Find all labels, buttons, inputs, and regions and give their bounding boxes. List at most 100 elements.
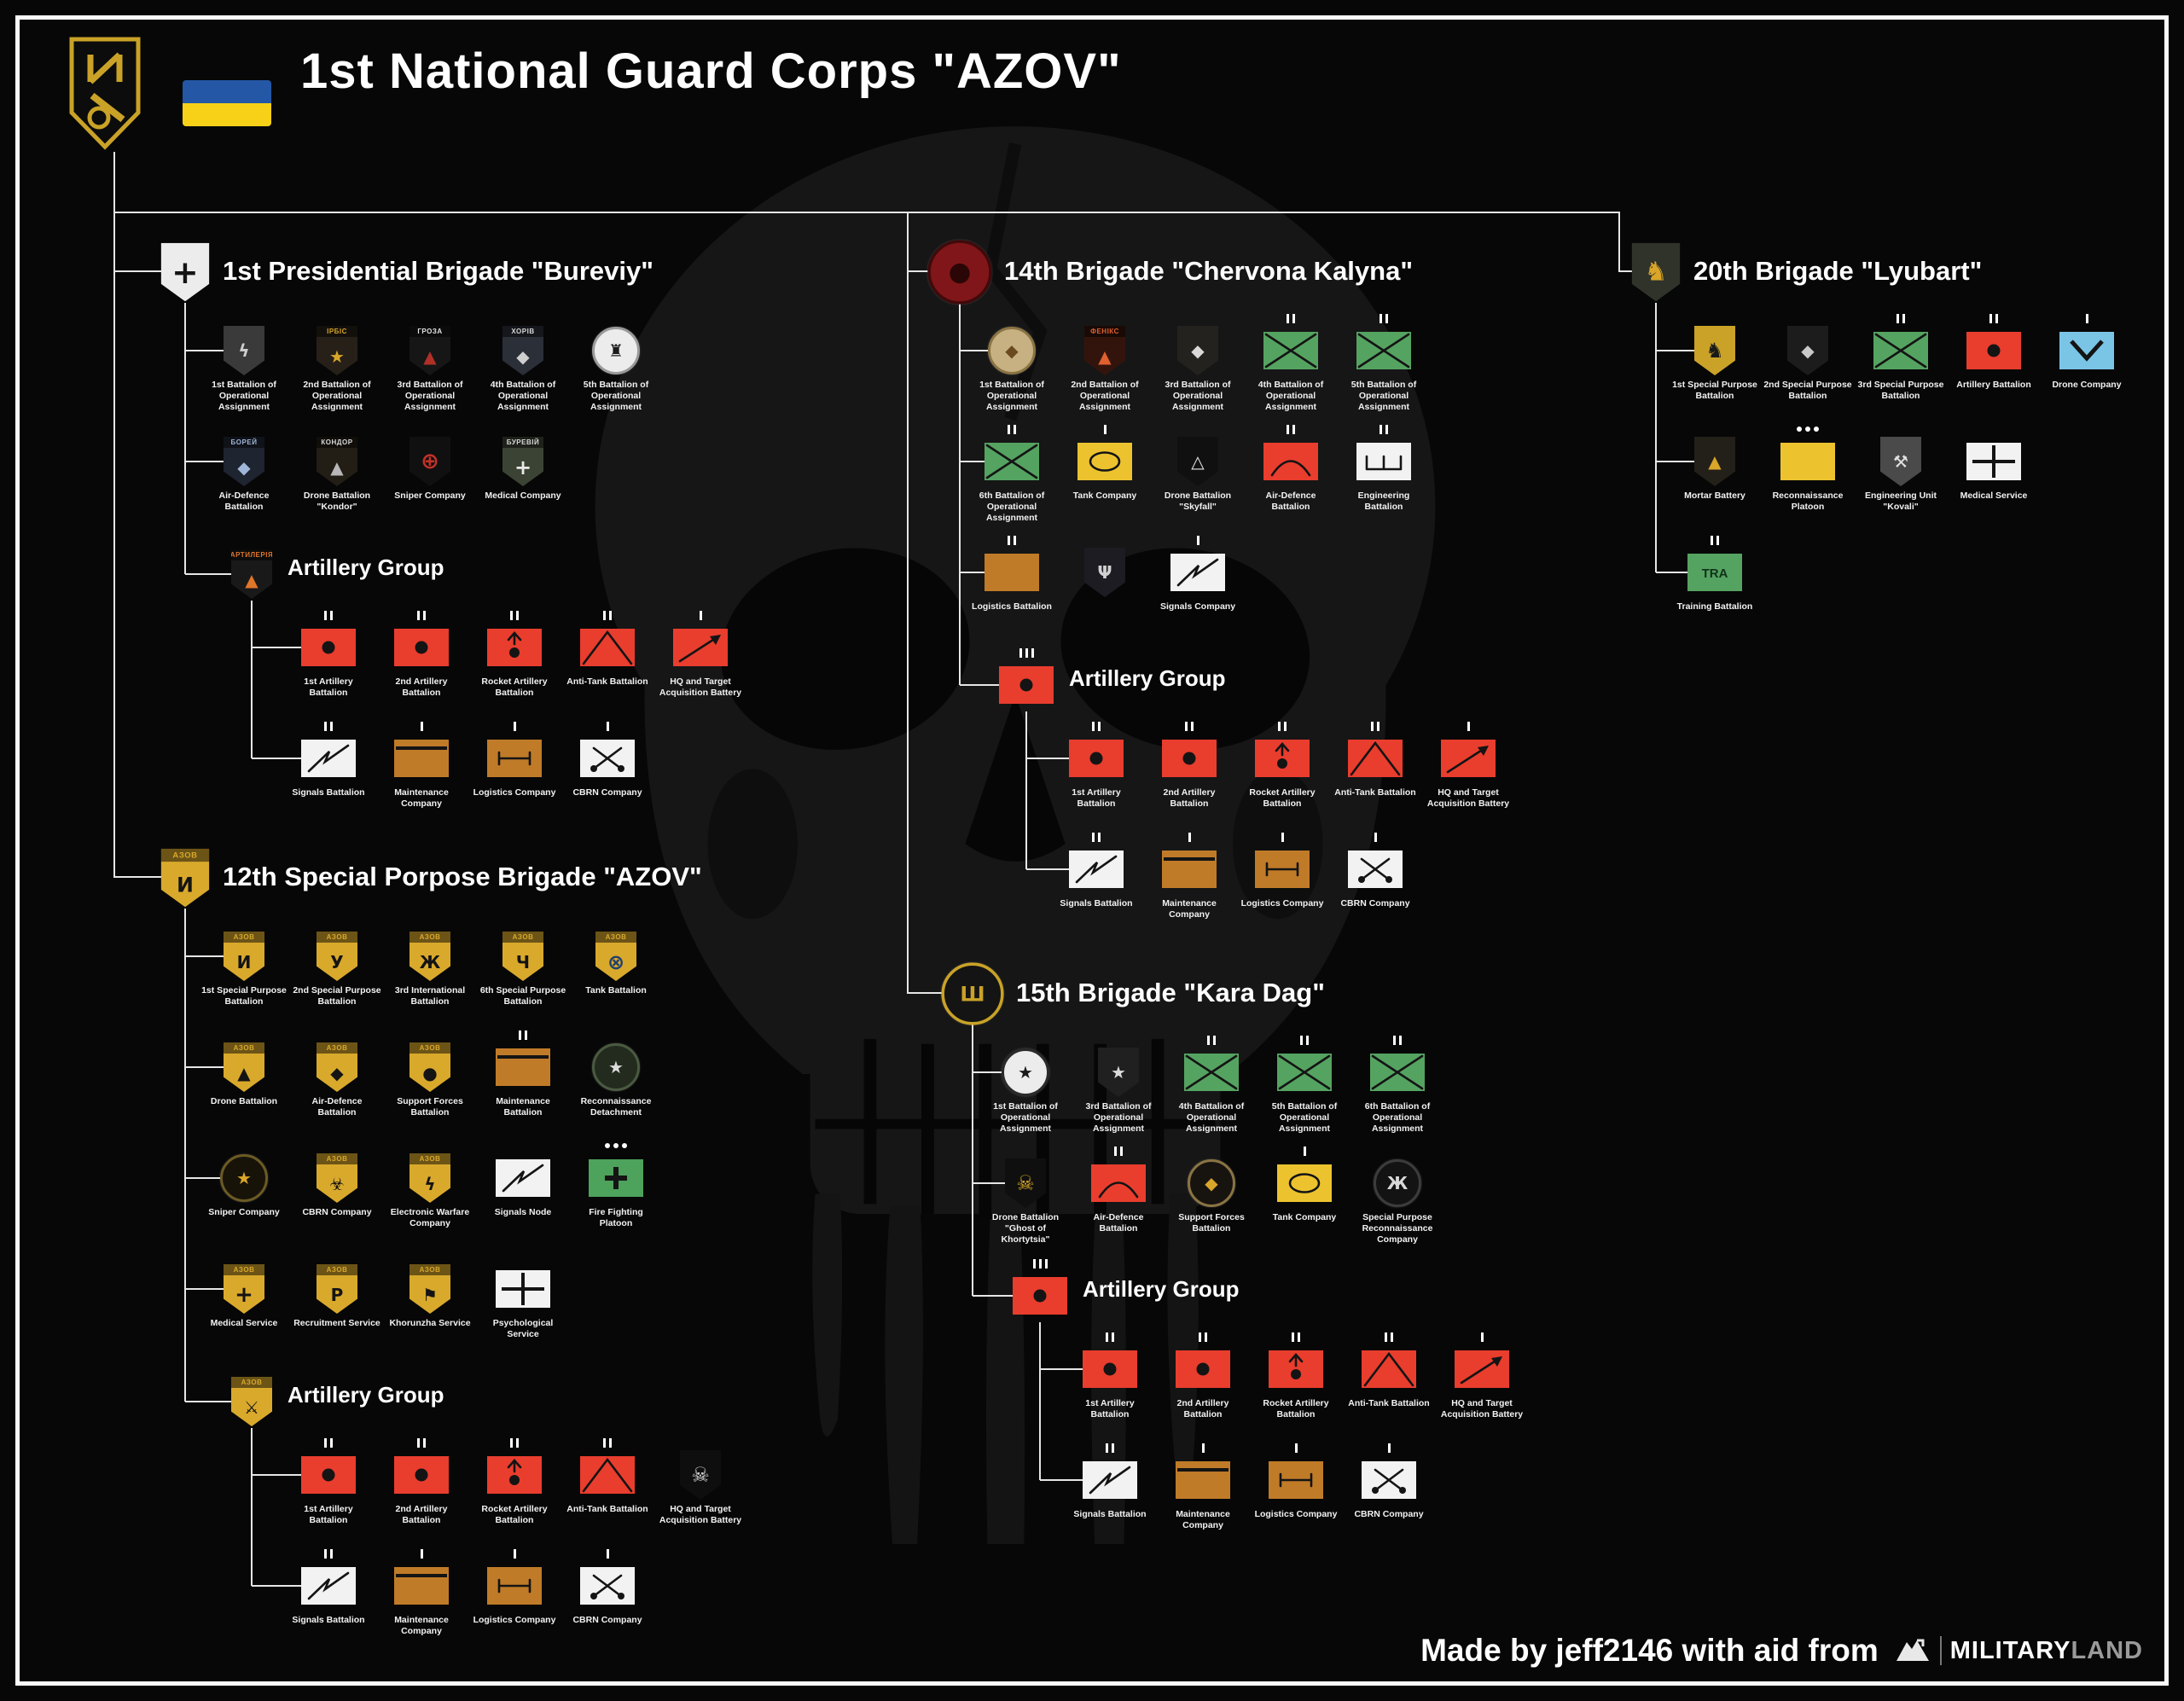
unit-anti-tank-battalion: Anti-Tank Battalion — [563, 609, 652, 710]
unit-hq-and-target-acquisition-battery: HQ and Target Acquisition Battery — [1424, 720, 1513, 821]
unit-label: CBRN Company — [572, 787, 642, 798]
patch-text: АЗОВ — [317, 1264, 357, 1275]
unit-label: Maintenance Company — [1176, 1509, 1230, 1530]
nato-rocket-artillery — [487, 1450, 542, 1500]
unit-1st-special-purpose-battalion: АЗОВ И 1st Special Purpose Battalion — [200, 918, 288, 1019]
echelon-mark — [417, 1437, 426, 1448]
unit-label: CBRN Company — [1340, 898, 1410, 909]
unit-electronic-warfare-company: АЗОВ ϟ Electronic Warfare Company — [386, 1140, 474, 1240]
brigade-header: ♞ 20th Brigade "Lyubart" — [1631, 241, 2131, 302]
unit-row: Signals Battalion Maintenance Company Logi… — [1066, 1442, 1526, 1542]
connector-line — [1026, 758, 1069, 759]
nato-artillery — [394, 623, 449, 672]
patch-text: АЗОВ — [502, 932, 543, 943]
patch-brigade-chervona: ● — [927, 240, 992, 305]
unit-row: Logistics Battalion Ψ Signals Company — [967, 534, 1513, 635]
unit-label: 1st Artillery Battalion — [1072, 787, 1121, 809]
unit-maintenance-company: Maintenance Company — [377, 1547, 466, 1648]
echelon-mark — [1387, 1442, 1391, 1454]
unit-label: 3rd Special Purpose Battalion — [1857, 380, 1944, 401]
patch-azov-tank: АЗОВ ⊗ — [595, 932, 636, 981]
unit-4th-battalion-of-operational-assignment: 4th Battalion of Operational Assignment — [1167, 1034, 1256, 1135]
connector-line — [960, 684, 999, 686]
patch-brigade-bureviy: + — [160, 242, 210, 302]
nato-infantry — [985, 437, 1039, 486]
connector-line — [960, 350, 988, 351]
nato-engineering — [1356, 437, 1411, 486]
patch-azov-air-defence: АЗОВ ◆ — [317, 1042, 357, 1092]
patch-azov-6th-sp: АЗОВ Ч — [502, 932, 543, 981]
unit-label: 2nd Artillery Battalion — [395, 1504, 448, 1525]
patch-3rd-bn-ck: ◆ — [1177, 326, 1218, 375]
patch-text: АЗОВ — [224, 1264, 264, 1275]
patch-text: ІРБІС — [317, 326, 357, 337]
nato-logistics-company — [487, 734, 542, 783]
unit-label: 3rd International Battalion — [394, 985, 466, 1007]
connector-line — [113, 212, 1620, 213]
unit-medical-company: БУРЕВІЙ + Medical Company — [479, 423, 567, 524]
connector-line — [185, 573, 231, 575]
connector-line — [251, 601, 253, 758]
unit-artillery-battalion: Artillery Battalion — [1949, 312, 2038, 413]
connector-line — [185, 1401, 231, 1402]
echelon-mark — [420, 720, 423, 732]
patch-text: АЗОВ — [410, 1153, 450, 1164]
unit-label: Training Battalion — [1676, 601, 1753, 612]
unit-1st-artillery-battalion: 1st Artillery Battalion — [1052, 720, 1141, 821]
echelon-mark — [1380, 423, 1388, 435]
echelon-mark — [1185, 720, 1194, 732]
unit-support-forces-battalion: ◆ Support Forces Battalion — [1167, 1145, 1256, 1245]
echelon-mark — [1008, 534, 1016, 546]
unit-label: Medical Company — [485, 491, 561, 501]
unit-1st-artillery-battalion: 1st Artillery Battalion — [284, 1437, 373, 1537]
unit-label: 1st Artillery Battalion — [304, 1504, 353, 1525]
nato-signals — [1170, 548, 1225, 597]
patch-text: АЗОВ — [410, 1264, 450, 1275]
echelon-mark — [603, 609, 612, 621]
unit-3rd-special-purpose-battalion: 3rd Special Purpose Battalion — [1856, 312, 1945, 413]
unit-medical-service: АЗОВ + Medical Service — [200, 1251, 288, 1351]
patch-3rd-bn-groza: ГРОЗА ▲ — [410, 326, 450, 375]
nato-anti-tank — [1348, 734, 1403, 783]
unit-support-forces-battalion: АЗОВ ● Support Forces Battalion — [386, 1029, 474, 1129]
unit-label: Drone Battalion "Ghost of Khortytsia" — [991, 1212, 1060, 1245]
nato-cbrn — [1348, 845, 1403, 894]
patch-support-karadag: ◆ — [1188, 1158, 1235, 1208]
patch-text: АЗОВ — [410, 932, 450, 943]
unit-label: Air-Defence Battalion — [1265, 491, 1316, 512]
patch-2nd-bn-feniks: ФЕНІКС ▲ — [1084, 326, 1125, 375]
unit-sniper-company: ⊕ Sniper Company — [386, 423, 474, 524]
unit-row: 1st Artillery Battalion 2nd Artillery Bat… — [1052, 720, 1513, 821]
unit-row: ☠ Drone Battalion "Ghost of Khortytsia" Ai… — [981, 1145, 1526, 1245]
brigade-bureviy: +1st Presidential Brigade "Bureviy" ϟ 1st … — [160, 241, 745, 821]
nato-logistics-battalion — [985, 548, 1039, 597]
connector-line — [184, 303, 186, 574]
patch-azov-cbrn: АЗОВ ☣ — [317, 1153, 357, 1203]
nato-artillery — [1083, 1344, 1137, 1394]
nato-artillery — [1069, 734, 1124, 783]
patch-text: ХОРІВ — [502, 326, 543, 337]
patch-air-defence-borei: БОРЕЙ ◆ — [224, 437, 264, 486]
nato-infantry — [1370, 1048, 1425, 1097]
artillery-group-header: АЗОВ ⚔ Artillery Group — [231, 1363, 745, 1426]
unit-psychological-service: Psychological Service — [479, 1251, 567, 1351]
echelon-mark — [1711, 534, 1719, 546]
patch-sniper-12: ★ — [220, 1153, 268, 1203]
connector-line — [252, 1474, 301, 1476]
unit-label: 2nd Artillery Battalion — [1163, 787, 1216, 809]
unit-label: 5th Battalion of Operational Assignment — [1350, 380, 1417, 412]
unit-4th-battalion-of-operational-assignment: 4th Battalion of Operational Assignment — [1246, 312, 1335, 413]
patch-brigade-azov: АЗОВ И — [160, 848, 210, 908]
unit-logistics-company: Logistics Company — [1252, 1442, 1340, 1542]
credit-text: Made by jeff2146 with aid from — [1420, 1633, 1879, 1668]
patch-text: АЗОВ — [160, 848, 210, 862]
unit-cbrn-company: CBRN Company — [563, 1547, 652, 1648]
unit-reconnaissance-platoon: Reconnaissance Platoon — [1763, 423, 1852, 524]
echelon-mark — [513, 1547, 516, 1559]
brigade-name: 12th Special Porpose Brigade "AZOV" — [223, 862, 702, 891]
nato-anti-tank — [1362, 1344, 1416, 1394]
patch-azov-1st-sp: АЗОВ И — [224, 932, 264, 981]
unit-row: ★ Sniper Company АЗОВ ☣ CBRN Company АЗОВ ϟ Ele… — [200, 1140, 745, 1240]
unit-label: Support Forces Battalion — [397, 1096, 463, 1118]
echelon-mark — [606, 1547, 609, 1559]
